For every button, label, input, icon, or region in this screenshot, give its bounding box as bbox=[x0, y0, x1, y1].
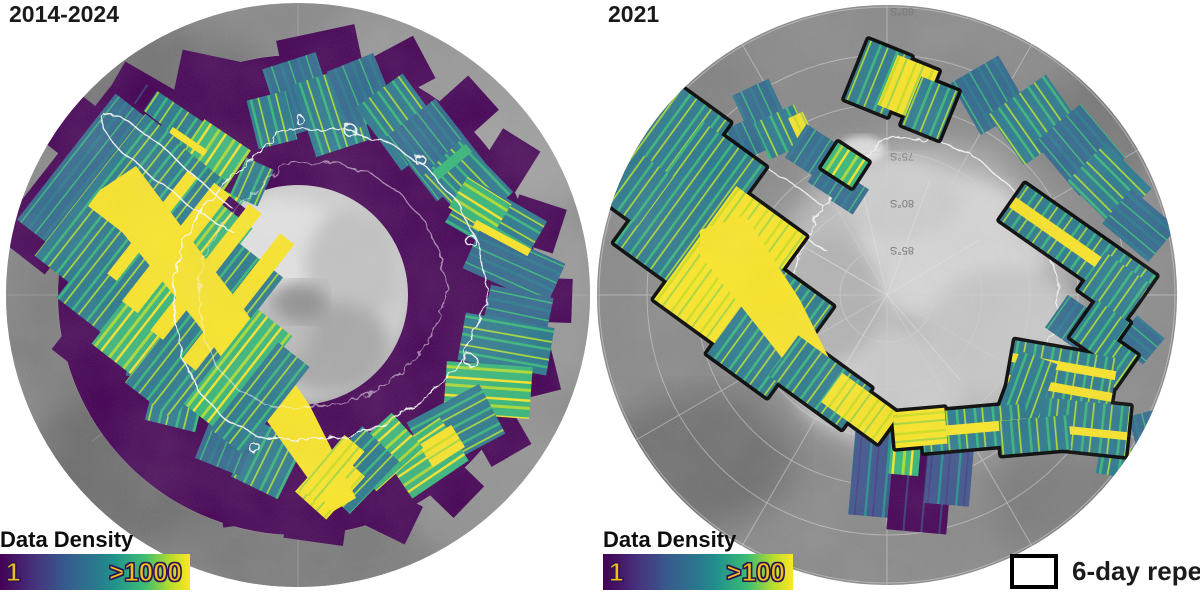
colorbar-left-gradient: 1 >1000 bbox=[0, 554, 190, 591]
right-map-grain bbox=[597, 5, 1177, 585]
colorbar-right-title: Data Density bbox=[603, 527, 737, 552]
colorbar-right-gradient: 1 >100 bbox=[603, 554, 793, 591]
colorbar-left-min-label: 1 bbox=[5, 557, 21, 588]
repeat-legend-swatch bbox=[1010, 554, 1058, 589]
colorbar-left-max-label: >1000 bbox=[108, 557, 182, 588]
left-map-grain bbox=[6, 3, 590, 587]
repeat-legend-label: 6-day repeat bbox=[1072, 556, 1200, 586]
panel-title-left: 2014-2024 bbox=[9, 1, 119, 27]
repeat-legend: 6-day repeat bbox=[1010, 554, 1200, 589]
colorbar-right-max-label: >100 bbox=[726, 557, 786, 588]
colorbar-right: Data Density 1 >100 bbox=[603, 527, 793, 591]
colorbar-right-min-label: 1 bbox=[608, 557, 624, 588]
panel-title-right: 2021 bbox=[608, 1, 660, 27]
colorbar-left: Data Density 1 >1000 bbox=[0, 527, 190, 591]
left-map-antarctica bbox=[6, 3, 590, 587]
right-map-antarctica: 60°S 65°S 70°S 75°S 80°S 85°S 180 bbox=[597, 5, 1177, 585]
colorbar-left-title: Data Density bbox=[0, 527, 134, 552]
